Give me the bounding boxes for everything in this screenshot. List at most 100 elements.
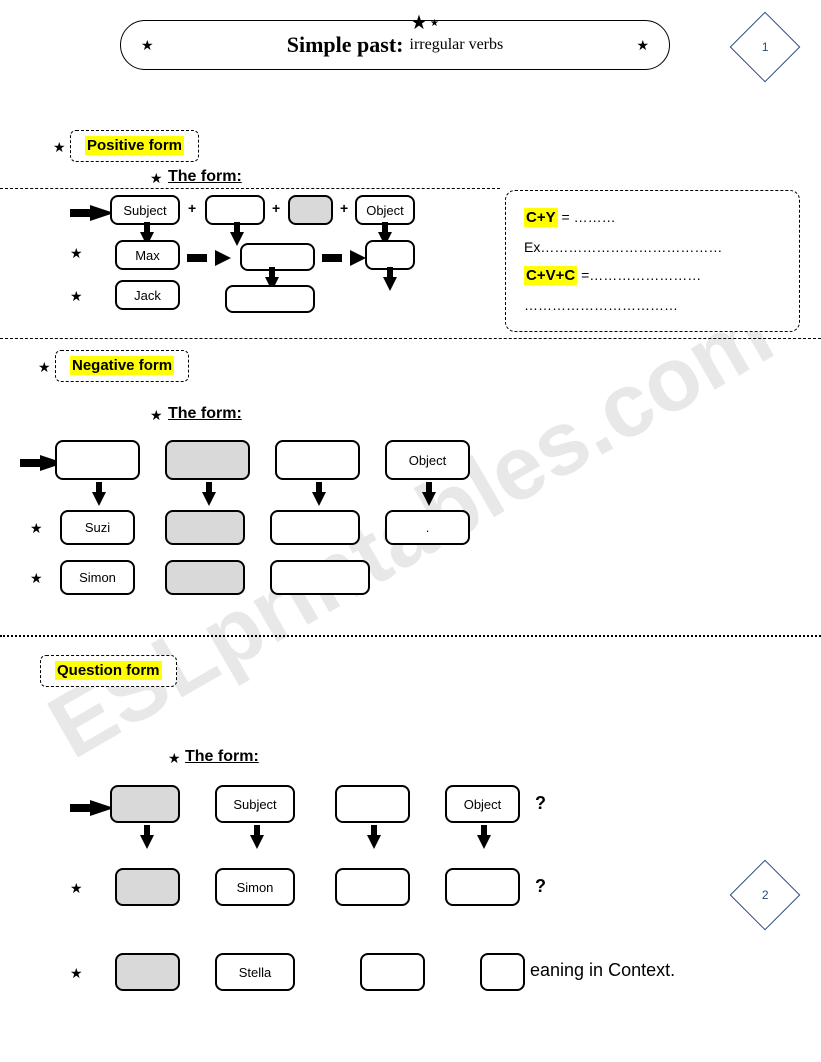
gray-box <box>115 868 180 906</box>
empty-box <box>270 560 370 595</box>
rule-cvc: C+V+C <box>524 266 577 285</box>
star-icon: ★ <box>38 359 51 376</box>
simon-box: Simon <box>215 868 295 906</box>
box-text: Object <box>464 797 502 812</box>
positive-form-heading: The form: <box>168 168 242 186</box>
question-mark: ? <box>535 876 546 897</box>
object-box: Object <box>445 785 520 823</box>
star-icon: ★ <box>70 288 83 305</box>
gray-box <box>165 560 245 595</box>
star-icon: ★ <box>150 170 163 187</box>
max-box: Max <box>115 240 180 270</box>
arrow-right-icon <box>215 250 231 266</box>
title-box: ★ Simple past: irregular verbs ★ <box>120 20 670 70</box>
empty-box <box>205 195 265 225</box>
star-icon: ★ <box>70 245 83 262</box>
star-icon: ★ <box>30 520 43 537</box>
star-icon: ★ <box>30 570 43 587</box>
star-icon: ★ <box>636 37 649 54</box>
page-badge-2: 2 <box>730 860 801 931</box>
empty-box <box>240 243 315 271</box>
empty-box <box>480 953 525 991</box>
dot-box: . <box>385 510 470 545</box>
subject-box: Subject <box>110 195 180 225</box>
positive-label: Positive form <box>85 136 184 155</box>
empty-box <box>225 285 315 313</box>
arrow-down-icon <box>422 492 436 506</box>
star-icon: ★ <box>150 407 163 424</box>
empty-box <box>335 785 410 823</box>
plus: + <box>340 200 348 216</box>
arrow-down-icon <box>312 492 326 506</box>
question-label-box: Question form <box>40 655 177 687</box>
rule-eq2: =…………………… <box>577 267 701 283</box>
divider <box>0 188 500 189</box>
rule-ex: Ex………………………………… <box>524 233 781 261</box>
question-label: Question form <box>55 661 162 680</box>
jack-box: Jack <box>115 280 180 310</box>
gray-box <box>165 440 250 480</box>
arrow-down-icon <box>92 492 106 506</box>
arrow-down-icon <box>383 277 397 291</box>
gray-box <box>110 785 180 823</box>
star-icon: ★ <box>168 750 181 767</box>
box-text: Subject <box>233 797 276 812</box>
box-text: . <box>426 520 430 535</box>
arrow-down-icon <box>477 835 491 849</box>
arrow-right-icon <box>350 250 366 266</box>
object-box: Object <box>385 440 470 480</box>
arrow-down-icon <box>140 835 154 849</box>
stella-box: Stella <box>215 953 295 991</box>
negative-form-heading: The form: <box>168 405 242 423</box>
plus: + <box>188 200 196 216</box>
context-text: eaning in Context. <box>530 960 675 981</box>
rule-dots: …………………………… <box>524 291 781 319</box>
positive-label-box: ★ Positive form <box>70 130 199 162</box>
dotted-divider <box>0 635 821 637</box>
question-mark: ? <box>535 793 546 814</box>
rules-box: C+Y = ……… Ex………………………………… C+V+C =…………………… <box>505 190 800 332</box>
plus: + <box>272 200 280 216</box>
box-text: Max <box>135 248 160 263</box>
negative-label-box: ★ Negative form <box>55 350 189 382</box>
box-text: Simon <box>79 570 116 585</box>
suzi-box: Suzi <box>60 510 135 545</box>
question-form-heading: The form: <box>185 748 259 766</box>
object-box: Object <box>355 195 415 225</box>
divider <box>0 338 821 339</box>
star-icon: ★ <box>53 139 66 156</box>
rule-line: C+Y = ……… <box>524 203 781 233</box>
rule-eq: = ……… <box>558 209 616 225</box>
page-badge-1: 1 <box>730 12 801 83</box>
arrow-down-icon <box>367 835 381 849</box>
badge-number: 1 <box>762 40 769 54</box>
arrow-down-icon <box>250 835 264 849</box>
empty-box <box>270 510 360 545</box>
star-icon: ★ <box>410 10 428 35</box>
star-icon: ★ <box>70 880 83 897</box>
empty-box <box>445 868 520 906</box>
title-sub: irregular verbs <box>410 36 504 54</box>
negative-label: Negative form <box>70 356 174 375</box>
title-main: Simple past: <box>287 32 404 58</box>
box-text: Subject <box>123 203 166 218</box>
empty-box <box>55 440 140 480</box>
empty-box <box>275 440 360 480</box>
gray-box <box>165 510 245 545</box>
rule-line: C+V+C =…………………… <box>524 261 781 291</box>
arrow-down-icon <box>202 492 216 506</box>
box-text: Jack <box>134 288 161 303</box>
badge-number: 2 <box>762 888 769 902</box>
rule-cy: C+Y <box>524 208 558 227</box>
star-icon: ★ <box>141 37 154 54</box>
star-icon: ★ <box>70 965 83 982</box>
gray-box <box>288 195 333 225</box>
simon-box: Simon <box>60 560 135 595</box>
empty-box <box>365 240 415 270</box>
box-text: Object <box>366 203 404 218</box>
subject-box: Subject <box>215 785 295 823</box>
box-text: Simon <box>237 880 274 895</box>
gray-box <box>115 953 180 991</box>
star-icon: ★ <box>430 18 439 29</box>
box-text: Suzi <box>85 520 110 535</box>
